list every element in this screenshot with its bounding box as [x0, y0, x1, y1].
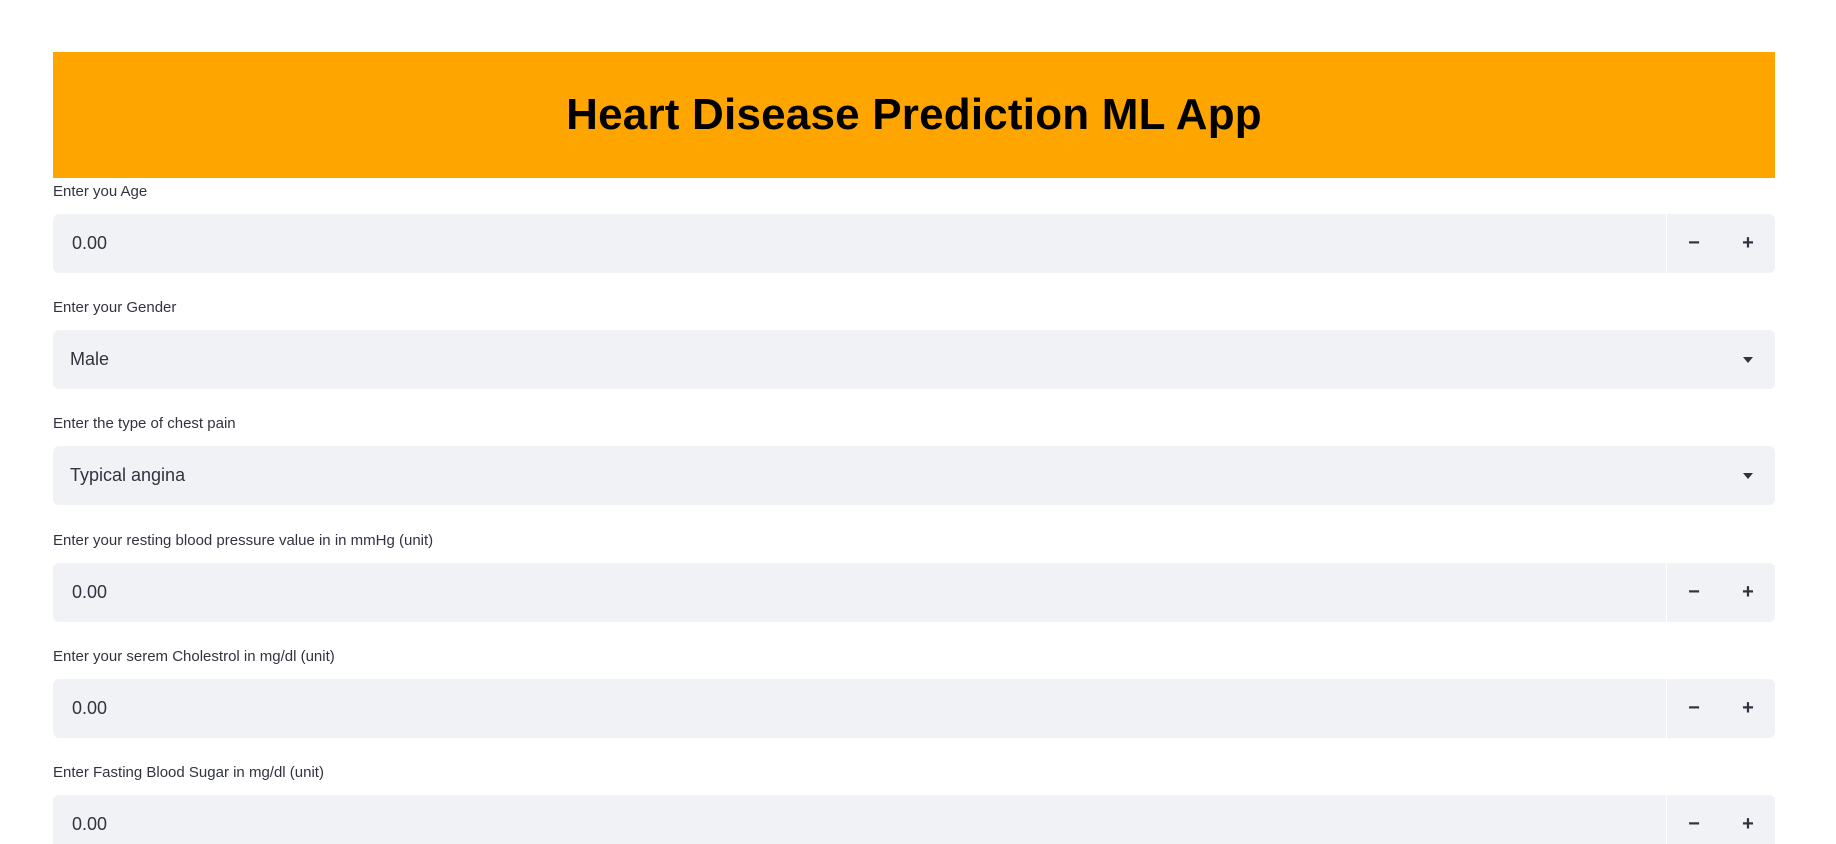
blood-sugar-label: Enter Fasting Blood Sugar in mg/dl (unit… [53, 764, 324, 781]
age-increment-button[interactable]: + [1742, 232, 1754, 254]
blood-pressure-input[interactable] [53, 563, 1666, 622]
gender-select[interactable]: Male [53, 330, 1775, 389]
age-stepper: − + [1666, 214, 1775, 273]
age-number-input: − + [53, 214, 1775, 273]
blood-sugar-stepper: − + [1666, 795, 1775, 844]
blood-pressure-label: Enter your resting blood pressure value … [53, 532, 434, 549]
gender-label: Enter your Gender [53, 299, 177, 316]
blood-sugar-decrement-button[interactable]: − [1688, 813, 1700, 835]
chevron-down-icon[interactable] [1721, 330, 1775, 389]
header-banner: Heart Disease Prediction ML App [53, 52, 1775, 178]
blood-pressure-stepper: − + [1666, 563, 1775, 622]
age-label: Enter you Age [53, 183, 148, 200]
blood-pressure-number-input: − + [53, 563, 1775, 622]
cholesterol-input[interactable] [53, 679, 1666, 738]
blood-sugar-number-input: − + [53, 795, 1775, 844]
chest-pain-label: Enter the type of chest pain [53, 415, 236, 432]
cholesterol-decrement-button[interactable]: − [1688, 697, 1700, 719]
cholesterol-increment-button[interactable]: + [1742, 697, 1754, 719]
blood-pressure-increment-button[interactable]: + [1742, 581, 1754, 603]
blood-sugar-input[interactable] [53, 795, 1666, 844]
age-decrement-button[interactable]: − [1688, 232, 1700, 254]
blood-pressure-decrement-button[interactable]: − [1688, 581, 1700, 603]
blood-sugar-increment-button[interactable]: + [1742, 813, 1754, 835]
gender-selected-value: Male [70, 349, 110, 369]
cholesterol-number-input: − + [53, 679, 1775, 738]
chevron-down-icon[interactable] [1721, 446, 1775, 505]
chest-pain-select[interactable]: Typical angina [53, 446, 1775, 505]
cholesterol-label: Enter your serem Cholestrol in mg/dl (un… [53, 648, 335, 665]
cholesterol-stepper: − + [1666, 679, 1775, 738]
page-title: Heart Disease Prediction ML App [566, 90, 1262, 139]
age-input[interactable] [53, 214, 1666, 273]
chest-pain-selected-value: Typical angina [70, 465, 186, 485]
